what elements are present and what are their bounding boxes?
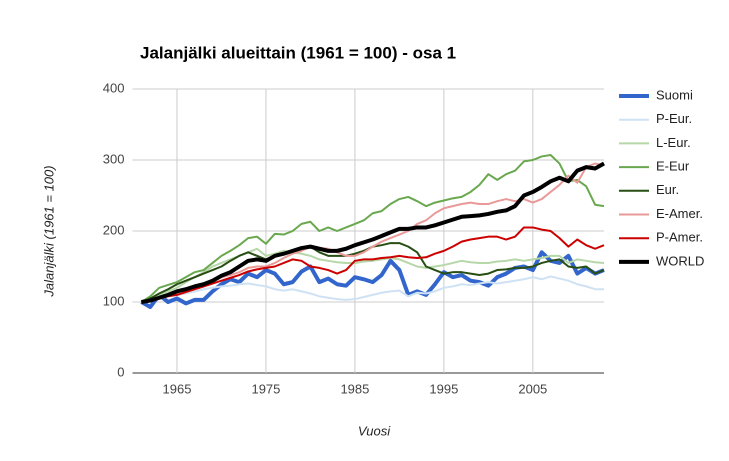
- chart-title: Jalanjälki alueittain (1961 = 100) - osa…: [140, 43, 456, 62]
- series-line: [141, 161, 605, 304]
- x-tick-label: 1995: [429, 381, 458, 396]
- legend-label: E-Amer.: [656, 206, 703, 221]
- x-axis-title: Vuosi: [358, 423, 391, 438]
- y-tick-label: 300: [103, 151, 125, 166]
- y-tick-label: 200: [103, 222, 125, 237]
- series-line: [141, 247, 605, 303]
- legend-label: P-Amer.: [656, 230, 703, 245]
- y-tick-label: 0: [117, 364, 124, 379]
- legend-label: Suomi: [656, 87, 693, 102]
- y-tick-label: 400: [103, 80, 125, 95]
- y-tick-label: 100: [103, 293, 125, 308]
- series-line: [141, 226, 605, 303]
- legend-label: E-Eur: [656, 159, 690, 174]
- y-axis-title: Jalanjälki (1961 = 100): [41, 165, 56, 297]
- series-line: [140, 154, 605, 303]
- legend-label: P-Eur.: [656, 111, 692, 126]
- x-tick-label: 1985: [340, 381, 369, 396]
- legend-label: L-Eur.: [656, 135, 691, 150]
- x-tick-label: 1975: [251, 381, 280, 396]
- x-tick-label: 1965: [163, 381, 192, 396]
- x-tick-label: 2005: [518, 381, 547, 396]
- legend-label: WORLD: [656, 253, 704, 268]
- legend-label: Eur.: [656, 182, 679, 197]
- series-line: [141, 275, 604, 303]
